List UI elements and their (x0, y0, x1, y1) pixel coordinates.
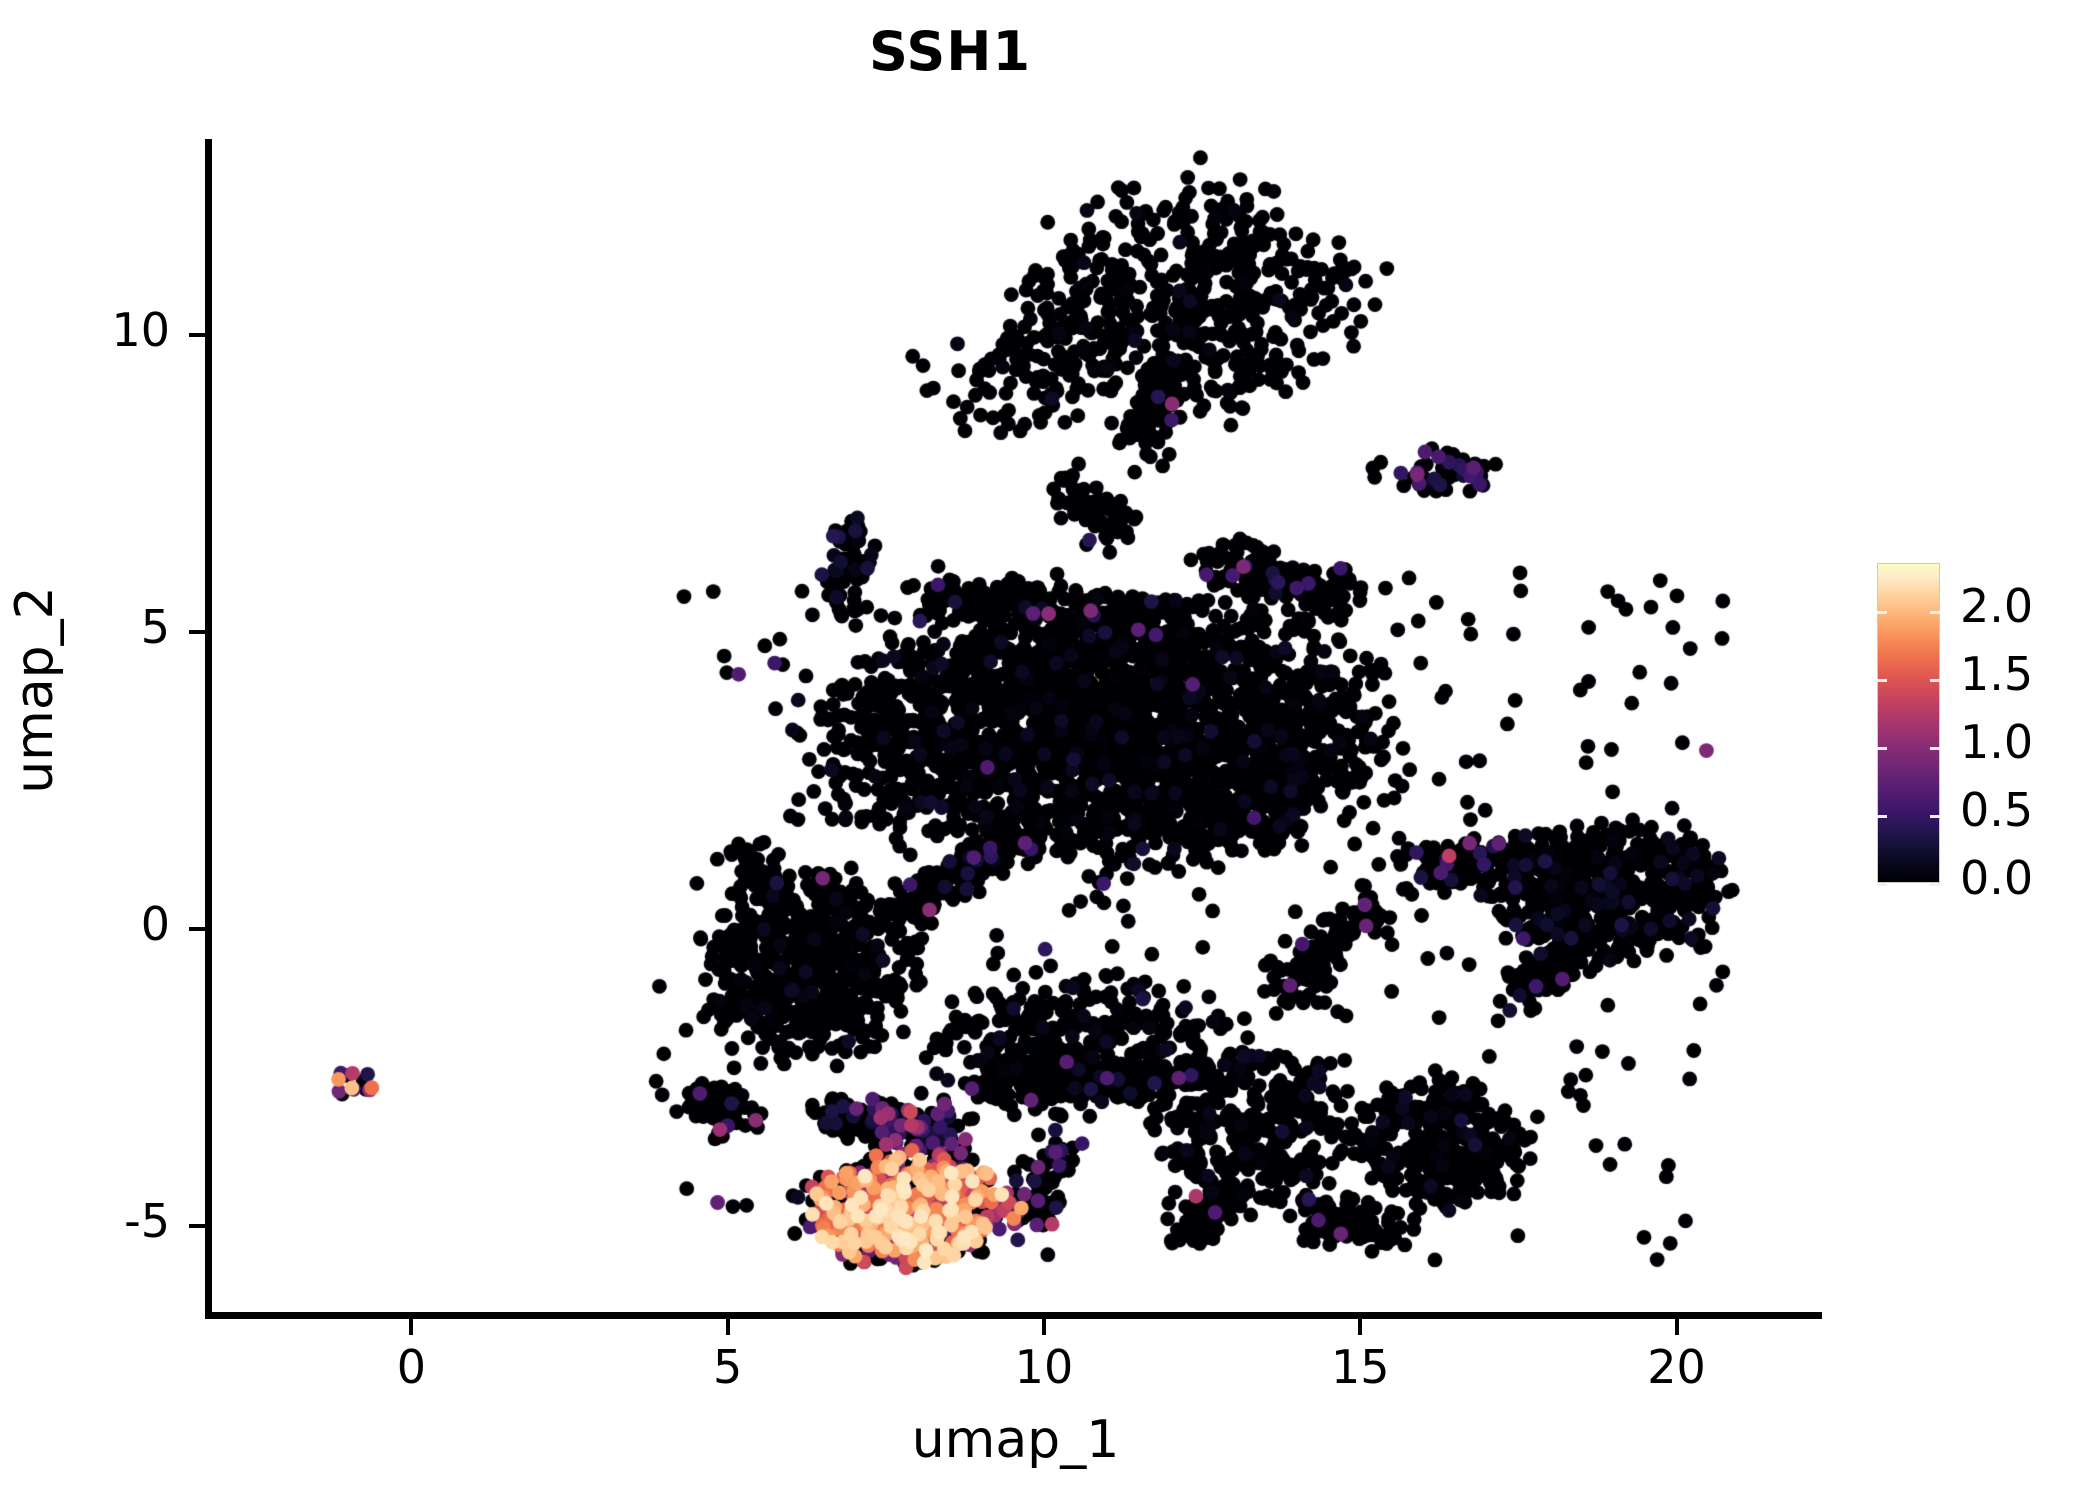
colorbar-tick-mark (1930, 883, 1940, 886)
x-tick-label: 20 (1647, 1340, 1706, 1394)
y-tick-label: 5 (140, 599, 170, 654)
x-axis-label: umap_1 (911, 1410, 1120, 1470)
colorbar-tick-label: 0.5 (1960, 782, 2034, 837)
x-tick-label: 10 (1014, 1340, 1074, 1394)
y-tick-mark (189, 1223, 205, 1228)
colorbar-tick-label: 2.0 (1960, 578, 2034, 633)
y-tick-label: 0 (140, 896, 170, 951)
colorbar-tick-mark (1930, 746, 1940, 750)
colorbar-tick-label: 1.5 (1960, 646, 2034, 701)
x-tick-label: 15 (1330, 1340, 1390, 1394)
y-axis-spine (205, 139, 212, 1319)
y-tick-mark (189, 333, 205, 337)
x-tick-mark (1358, 1319, 1363, 1335)
colorbar-tick-mark (1877, 610, 1887, 614)
x-tick-label: 0 (396, 1340, 427, 1394)
x-tick-mark (725, 1319, 730, 1335)
colorbar-gradient (1877, 563, 1940, 883)
colorbar-tick-mark (1877, 678, 1887, 682)
colorbar-tick-mark (1877, 883, 1887, 886)
x-tick-mark (1674, 1319, 1679, 1335)
colorbar-tick-mark (1877, 746, 1887, 750)
colorbar-tick-mark (1930, 814, 1940, 818)
y-tick-mark (189, 629, 205, 634)
y-tick-label: 10 (111, 303, 170, 357)
x-tick-mark (1041, 1319, 1046, 1335)
x-tick-mark (409, 1319, 414, 1335)
colorbar-tick-mark (1930, 678, 1940, 682)
page-title: SSH1 (868, 20, 1032, 83)
y-axis-label: umap_2 (5, 586, 65, 794)
colorbar-tick-mark (1877, 814, 1887, 818)
x-axis-spine (205, 1312, 1822, 1319)
colorbar-tick-mark (1930, 610, 1940, 614)
scatter-points-canvas (209, 139, 1822, 1315)
x-tick-label: 5 (713, 1340, 743, 1394)
scatter-plot-area (209, 139, 1822, 1315)
colorbar-tick-label: 0.0 (1960, 851, 2034, 905)
y-tick-label: -5 (124, 1193, 170, 1248)
colorbar-tick-label: 1.0 (1960, 714, 2034, 769)
colorbar (1877, 563, 1940, 886)
y-tick-mark (189, 926, 205, 931)
